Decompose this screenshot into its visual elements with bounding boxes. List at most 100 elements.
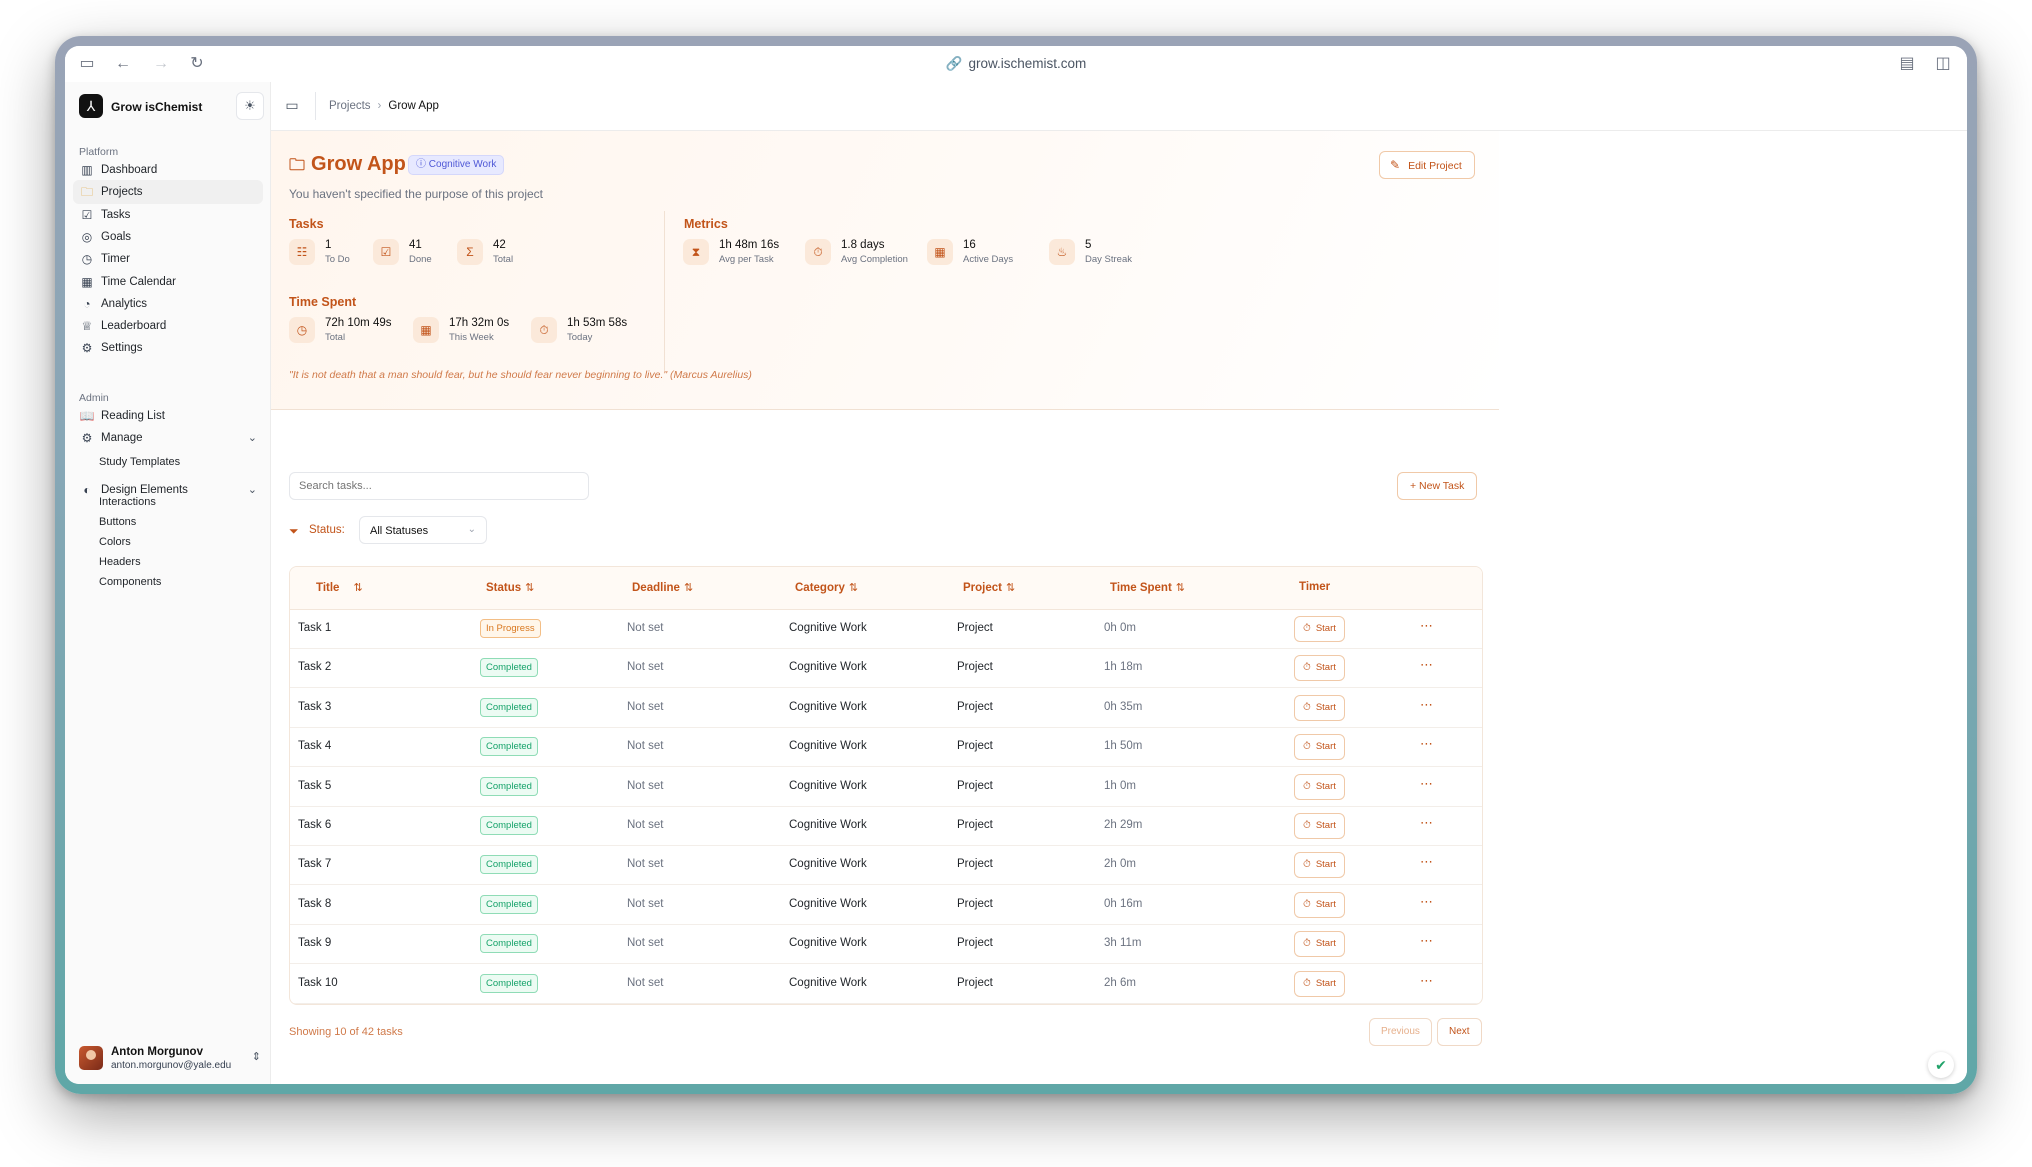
column-header-title[interactable]: Title ⇅ — [316, 581, 363, 594]
status-select[interactable]: All Statuses ⌄ — [359, 516, 487, 544]
start-timer-button[interactable]: ⏱ Start — [1294, 970, 1345, 997]
start-timer-button[interactable]: ⏱ Start — [1294, 655, 1345, 682]
column-header-status[interactable]: Status ⇅ — [486, 581, 534, 594]
table-row[interactable]: Task 1 In Progress Not set Cognitive Work Pr… — [290, 609, 1482, 649]
breadcrumb-projects[interactable]: Projects — [329, 100, 371, 112]
sidebar-item-leaderboard[interactable]: ♕ Leaderboard — [73, 314, 263, 338]
chevrons-up-down-icon: ⇕ — [251, 1051, 261, 1063]
table-row[interactable]: Task 6 Completed Not set Cognitive Work Proj… — [290, 806, 1482, 846]
start-timer-button[interactable]: ⏱ Start — [1294, 694, 1345, 721]
task-deadline: Not set — [627, 779, 664, 792]
table-row[interactable]: Task 7 Completed Not set Cognitive Work Proj… — [290, 845, 1482, 886]
start-timer-button[interactable]: ⏱ Start — [1294, 773, 1345, 800]
task-title[interactable]: Task 3 — [298, 700, 332, 713]
start-timer-button[interactable]: ⏱ Start — [1294, 734, 1345, 761]
timer-icon: ⏱ — [1303, 662, 1311, 674]
table-header: Title ⇅ Status ⇅ Deadline ⇅ Category ⇅ Proje… — [290, 567, 1482, 610]
task-title[interactable]: Task 7 — [298, 858, 332, 871]
sidebar-item-manage[interactable]: ⚙ Manage ⌄ — [73, 426, 263, 450]
task-title[interactable]: Task 5 — [298, 779, 332, 792]
sidebar-item-projects[interactable]: 🗀 Projects — [73, 180, 263, 205]
previous-page-button[interactable]: Previous — [1369, 1018, 1432, 1046]
stat-value: 72h 10m 49s — [325, 317, 392, 329]
stat-value: 1h 53m 58s — [567, 317, 628, 329]
task-category: Cognitive Work — [789, 897, 867, 910]
more-options-icon[interactable]: ⋯ — [1420, 933, 1434, 949]
bar-chart-icon: ▥ — [81, 163, 93, 177]
table-row[interactable]: Task 4 Completed Not set Cognitive Work Proj… — [290, 727, 1482, 768]
sidebar-item-dashboard[interactable]: ▥ Dashboard — [73, 158, 263, 182]
task-title[interactable]: Task 8 — [298, 897, 332, 910]
task-title[interactable]: Task 1 — [298, 622, 332, 634]
reader-icon[interactable]: ▤ — [1899, 55, 1915, 72]
new-task-button[interactable]: + New Task — [1397, 472, 1478, 500]
theme-toggle-button[interactable]: ☀ — [236, 92, 264, 120]
panel-toggle-icon[interactable]: ▭ — [285, 97, 299, 113]
task-title[interactable]: Task 4 — [298, 740, 332, 753]
task-title[interactable]: Task 9 — [298, 937, 332, 950]
sidebar-item-time-calendar[interactable]: ▦ Time Calendar — [73, 270, 263, 294]
table-row[interactable]: Task 5 Completed Not set Cognitive Work Proj… — [290, 767, 1482, 807]
sidebar-item-reading-list[interactable]: 📖 Reading List — [73, 404, 263, 428]
start-timer-button[interactable]: ⏱ Start — [1294, 852, 1345, 879]
sidebar-item-timer[interactable]: ◷ Timer — [73, 247, 263, 271]
sidebar-subitem-interactions[interactable]: Interactions — [99, 496, 156, 508]
task-title[interactable]: Task 2 — [298, 661, 332, 674]
column-status-label: Status — [486, 582, 522, 594]
more-options-icon[interactable]: ⋯ — [1420, 696, 1434, 712]
table-row[interactable]: Task 10 Completed Not set Cognitive Work Pro… — [290, 964, 1482, 1004]
sidebar-subitem-components[interactable]: Components — [99, 576, 162, 588]
column-header-project[interactable]: Project ⇅ — [963, 581, 1015, 594]
sidebar-item-settings[interactable]: ⚙ Settings — [73, 336, 263, 360]
more-options-icon[interactable]: ⋯ — [1420, 815, 1434, 830]
sort-icon: ⇅ — [1175, 582, 1185, 594]
column-header-time-spent[interactable]: Time Spent ⇅ — [1110, 581, 1185, 594]
start-timer-button[interactable]: ⏱ Start — [1294, 931, 1345, 958]
task-title[interactable]: Task 6 — [298, 819, 332, 831]
sidebar-subitem-buttons[interactable]: Buttons — [99, 516, 137, 528]
user-menu[interactable]: Anton Morgunov anton.morgunov@yale.edu ⇕ — [79, 1044, 265, 1074]
sidebar-item-goals[interactable]: ◎ Goals — [73, 225, 263, 249]
sidebar-subitem-headers[interactable]: Headers — [99, 556, 141, 568]
more-options-icon[interactable]: ⋯ — [1420, 657, 1434, 673]
table-row[interactable]: Task 3 Completed Not set Cognitive Work Proj… — [290, 688, 1482, 728]
column-header-category[interactable]: Category ⇅ — [795, 581, 858, 594]
more-options-icon[interactable]: ⋯ — [1420, 618, 1434, 633]
table-row[interactable]: Task 8 Completed Not set Cognitive Work Proj… — [290, 885, 1482, 925]
sidebar-item-label: Goals — [101, 230, 132, 243]
task-title[interactable]: Task 10 — [298, 976, 338, 989]
task-time-spent: 0h 35m — [1104, 700, 1143, 713]
sidebar-subitem-colors[interactable]: Colors — [99, 536, 131, 548]
edit-project-button[interactable]: ✎ Edit Project — [1379, 151, 1475, 179]
sidebar-subitem-study-templates[interactable]: Study Templates — [99, 456, 181, 468]
back-arrow-icon[interactable]: ← — [115, 55, 131, 72]
table-row[interactable]: Task 2 Completed Not set Cognitive Work Proj… — [290, 648, 1482, 689]
search-input[interactable] — [289, 472, 589, 500]
more-options-icon[interactable]: ⋯ — [1420, 893, 1434, 909]
next-page-button[interactable]: Next — [1437, 1018, 1482, 1046]
split-view-icon[interactable]: ◫ — [1935, 55, 1951, 72]
sidebar-item-analytics[interactable]: ◔ Analytics — [73, 292, 263, 316]
sidebar-item-tasks[interactable]: ☑ Tasks — [73, 203, 263, 227]
pie-chart-icon: ◔ — [83, 296, 91, 311]
column-header-deadline[interactable]: Deadline ⇅ — [632, 581, 693, 594]
start-timer-button[interactable]: ⏱ Start — [1294, 616, 1345, 642]
task-time-spent: 2h 0m — [1104, 858, 1136, 871]
address-bar[interactable]: 🔗 grow.ischemist.com — [65, 56, 1967, 72]
start-timer-button[interactable]: ⏱ Start — [1294, 891, 1345, 918]
start-label: Start — [1315, 820, 1336, 831]
more-options-icon[interactable]: ⋯ — [1420, 775, 1434, 791]
start-timer-button[interactable]: ⏱ Start — [1294, 813, 1345, 839]
sidebar-toggle-icon[interactable]: ▭ — [79, 55, 95, 72]
sidebar-item-design-elements[interactable]: ◐ Design Elements ⌄ — [73, 478, 263, 502]
table-row[interactable]: Task 9 Completed Not set Cognitive Work Proj… — [290, 924, 1482, 965]
more-options-icon[interactable]: ⋯ — [1420, 736, 1434, 752]
shield-check-icon[interactable]: ✔ — [1928, 1052, 1954, 1078]
more-options-icon[interactable]: ⋯ — [1420, 972, 1434, 988]
more-options-icon[interactable]: ⋯ — [1420, 854, 1434, 870]
forward-arrow-icon[interactable]: → — [153, 55, 169, 72]
task-category: Cognitive Work — [789, 622, 867, 634]
task-project: Project — [957, 976, 993, 989]
reload-icon[interactable]: ↻ — [190, 55, 204, 72]
timer-icon: ⏱ — [1303, 623, 1311, 634]
